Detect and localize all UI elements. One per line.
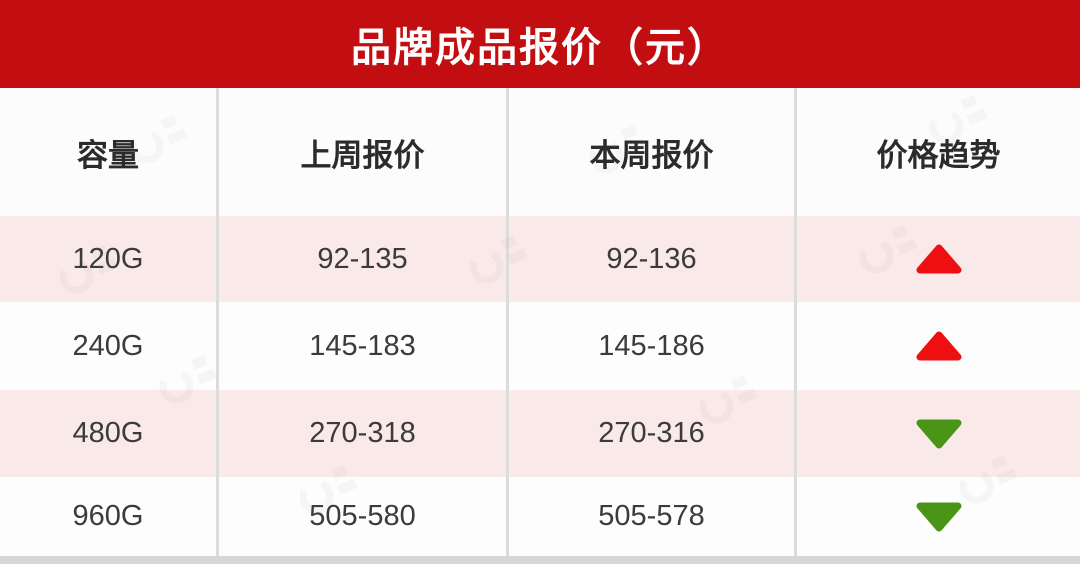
bottom-strip (0, 556, 1080, 564)
triangle-up-icon (916, 244, 961, 274)
trend-cell (797, 302, 1080, 390)
last-week-cell: 92-135 (219, 216, 509, 302)
banner: 品牌成品报价（元） (0, 0, 1080, 88)
table-row: 240G 145-183 145-186 (0, 302, 1080, 390)
last-week-cell: 270-318 (219, 390, 509, 477)
column-header-last-week: 上周报价 (219, 88, 509, 216)
trend-cell (797, 216, 1080, 302)
page-title: 品牌成品报价（元） (351, 26, 729, 70)
this-week-cell: 92-136 (509, 216, 797, 302)
column-header-trend: 价格趋势 (876, 137, 1001, 173)
last-week-cell: 505-580 (219, 477, 509, 556)
table-header-row: 容量 上周报价 本周报价 价格趋势 (0, 88, 1080, 216)
last-week-cell: 145-183 (219, 302, 509, 390)
this-week-cell: 145-186 (509, 302, 797, 390)
triangle-up-icon (916, 331, 961, 361)
capacity-cell: 960G (0, 477, 219, 556)
trend-cell (797, 477, 1080, 556)
capacity-cell: 480G (0, 390, 219, 477)
trend-cell (797, 390, 1080, 477)
column-header-capacity: 容量 (0, 88, 219, 216)
this-week-cell: 505-578 (509, 477, 797, 556)
price-table: 容量 上周报价 本周报价 价格趋势 120G 92-135 92-136 240… (0, 88, 1080, 564)
capacity-cell: 240G (0, 302, 219, 390)
table-row: 480G 270-318 270-316 (0, 390, 1080, 477)
this-week-cell: 270-316 (509, 390, 797, 477)
capacity-cell: 120G (0, 216, 219, 302)
table-row: 120G 92-135 92-136 (0, 216, 1080, 302)
table-row: 960G 505-580 505-578 (0, 477, 1080, 556)
triangle-down-icon (916, 419, 961, 448)
column-header-this-week: 本周报价 (509, 88, 797, 216)
triangle-down-icon (916, 502, 961, 531)
